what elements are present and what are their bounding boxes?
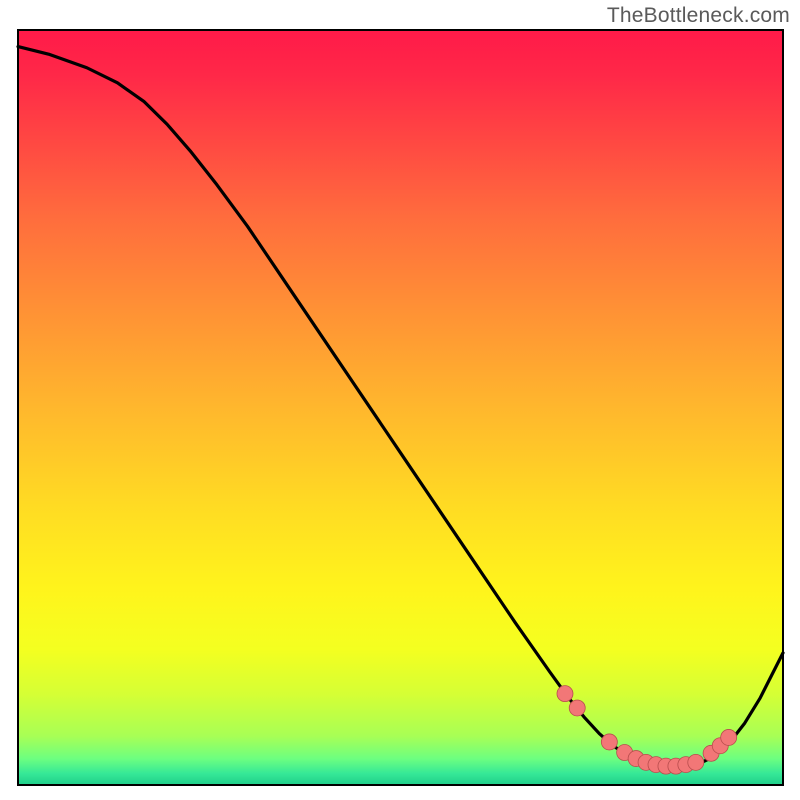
chart-svg	[0, 0, 800, 800]
chart-container: TheBottleneck.com	[0, 0, 800, 800]
data-marker	[557, 686, 573, 702]
chart-background	[18, 30, 783, 785]
data-marker	[688, 754, 704, 770]
data-marker	[569, 700, 585, 716]
data-marker	[721, 729, 737, 745]
data-marker	[601, 734, 617, 750]
